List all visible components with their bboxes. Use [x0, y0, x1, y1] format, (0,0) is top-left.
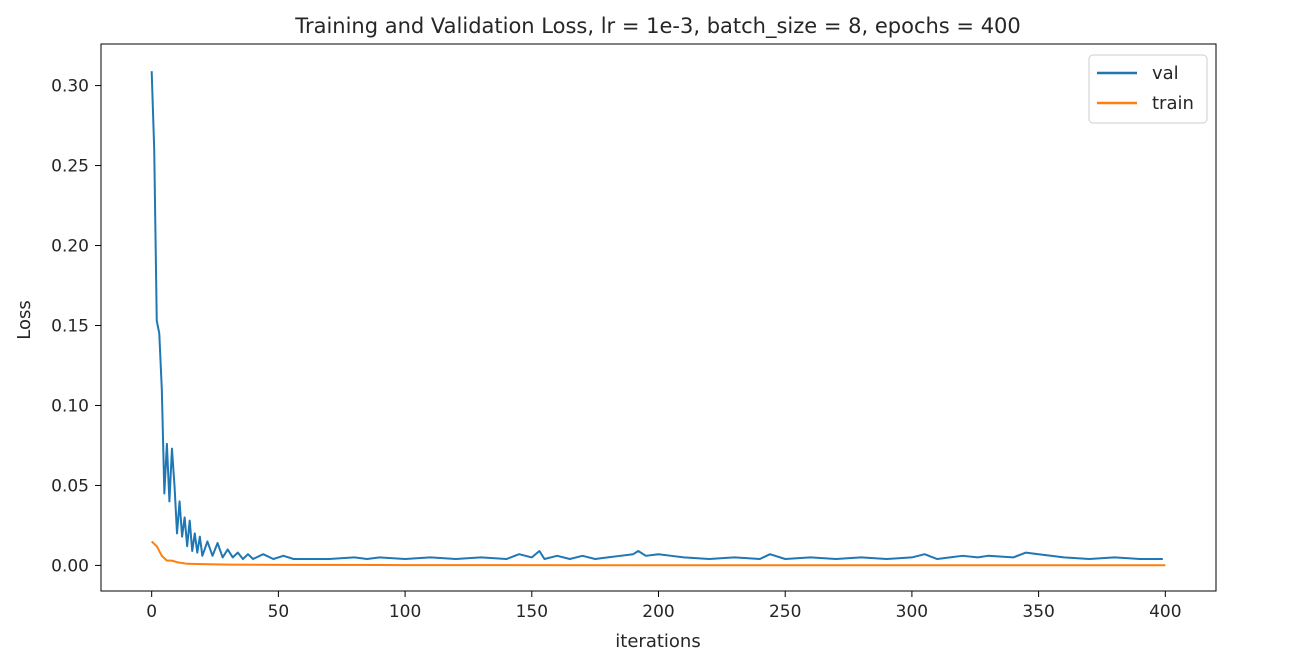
- x-axis: 0 50 100 150 200 250 300 350 400: [146, 591, 1182, 622]
- x-tick-label: 300: [896, 602, 928, 622]
- y-axis-label: Loss: [14, 300, 35, 339]
- series-line-train: [150, 540, 1166, 567]
- y-tick-label: 0.00: [51, 556, 89, 576]
- x-tick-label: 50: [268, 602, 290, 622]
- y-tick-label: 0.20: [51, 237, 89, 257]
- y-tick-label: 0.10: [51, 396, 89, 416]
- x-tick-label: 150: [516, 602, 548, 622]
- x-tick-label: 350: [1022, 602, 1054, 622]
- x-tick-label: 400: [1149, 602, 1181, 622]
- legend: val train: [1088, 54, 1208, 124]
- plot-area: 0 50 100 150 200 250 300 350 400 0.00 0.05 0.10 0.1…: [51, 43, 1217, 622]
- chart-title: Training and Validation Loss, lr = 1e-3,…: [294, 14, 1021, 39]
- series-lines: [150, 71, 1166, 567]
- y-axis: 0.00 0.05 0.10 0.15 0.20 0.25 0.30: [51, 77, 101, 576]
- legend-label-train: train: [1152, 93, 1194, 114]
- x-tick-label: 200: [642, 602, 674, 622]
- y-tick-label: 0.05: [51, 476, 89, 496]
- legend-label-val: val: [1152, 63, 1179, 84]
- plot-frame: [100, 43, 1217, 592]
- x-tick-label: 0: [146, 602, 157, 622]
- y-tick-label: 0.15: [51, 316, 89, 336]
- x-axis-label: iterations: [615, 631, 700, 652]
- x-tick-label: 250: [769, 602, 801, 622]
- y-tick-label: 0.25: [51, 157, 89, 177]
- y-tick-label: 0.30: [51, 77, 89, 97]
- x-tick-label: 100: [389, 602, 421, 622]
- series-line-val: [150, 71, 1163, 561]
